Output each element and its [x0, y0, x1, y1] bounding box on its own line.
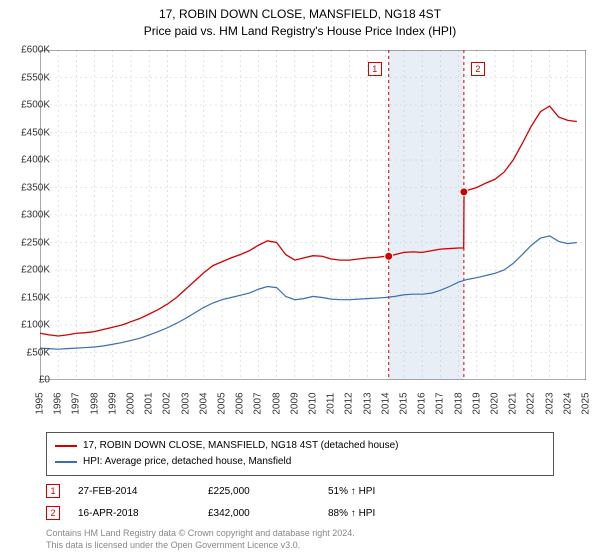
y-tick-label: £250K [21, 237, 50, 248]
x-tick-label: 1998 [89, 392, 100, 414]
sale-date-1: 27-FEB-2014 [78, 486, 208, 497]
legend-box: 17, ROBIN DOWN CLOSE, MANSFIELD, NG18 4S… [46, 432, 554, 476]
legend-swatch-property [55, 445, 77, 447]
x-tick-label: 2014 [380, 392, 391, 414]
x-tick-label: 2004 [198, 392, 209, 414]
footer-line-2: This data is licensed under the Open Gov… [46, 540, 355, 552]
x-tick-label: 2017 [435, 392, 446, 414]
x-tick-label: 2003 [180, 392, 191, 414]
x-tick-label: 2023 [544, 392, 555, 414]
x-tick-label: 2000 [126, 392, 137, 414]
x-tick-label: 2002 [162, 392, 173, 414]
y-tick-label: £50K [27, 347, 50, 358]
x-tick-label: 2008 [271, 392, 282, 414]
chart-plot-area: 12 [40, 50, 586, 380]
sale-row-1: 1 27-FEB-2014 £225,000 51% ↑ HPI [46, 480, 448, 502]
sales-table: 1 27-FEB-2014 £225,000 51% ↑ HPI 2 16-AP… [46, 480, 448, 524]
sale-marker-1: 1 [46, 484, 60, 498]
x-tick-label: 1999 [107, 392, 118, 414]
x-tick-label: 2007 [253, 392, 264, 414]
sale-price-1: £225,000 [208, 486, 328, 497]
footer-attribution: Contains HM Land Registry data © Crown c… [46, 528, 355, 551]
x-tick-label: 2006 [235, 392, 246, 414]
sale-pct-2: 88% ↑ HPI [328, 508, 448, 519]
x-tick-label: 2024 [562, 392, 573, 414]
sale-marker-2: 2 [46, 506, 60, 520]
x-tick-label: 2018 [453, 392, 464, 414]
legend-label-hpi: HPI: Average price, detached house, Mans… [83, 454, 291, 470]
x-tick-label: 2015 [399, 392, 410, 414]
y-tick-label: £450K [21, 127, 50, 138]
sale-pct-1: 51% ↑ HPI [328, 486, 448, 497]
chart-container: 17, ROBIN DOWN CLOSE, MANSFIELD, NG18 4S… [0, 0, 600, 560]
title-block: 17, ROBIN DOWN CLOSE, MANSFIELD, NG18 4S… [0, 0, 600, 40]
title-line-2: Price paid vs. HM Land Registry's House … [0, 23, 600, 40]
x-tick-label: 2001 [144, 392, 155, 414]
legend-row-hpi: HPI: Average price, detached house, Mans… [55, 454, 545, 470]
footer-line-1: Contains HM Land Registry data © Crown c… [46, 528, 355, 540]
x-tick-label: 1997 [71, 392, 82, 414]
x-tick-label: 2022 [526, 392, 537, 414]
y-tick-label: £200K [21, 265, 50, 276]
x-tick-label: 2019 [471, 392, 482, 414]
x-tick-label: 2020 [490, 392, 501, 414]
sale-date-2: 16-APR-2018 [78, 508, 208, 519]
x-tick-label: 2010 [308, 392, 319, 414]
chart-sale-marker-1: 1 [368, 62, 382, 76]
x-tick-label: 2021 [508, 392, 519, 414]
y-tick-label: £500K [21, 100, 50, 111]
sale-marker-1-num: 1 [50, 486, 55, 496]
y-tick-label: £400K [21, 155, 50, 166]
x-tick-label: 2016 [417, 392, 428, 414]
legend-swatch-hpi [55, 461, 77, 463]
sale-price-2: £342,000 [208, 508, 328, 519]
x-tick-label: 2013 [362, 392, 373, 414]
x-tick-label: 1996 [53, 392, 64, 414]
x-tick-label: 2005 [217, 392, 228, 414]
sale-row-2: 2 16-APR-2018 £342,000 88% ↑ HPI [46, 502, 448, 524]
title-line-1: 17, ROBIN DOWN CLOSE, MANSFIELD, NG18 4S… [0, 6, 600, 23]
y-tick-label: £550K [21, 72, 50, 83]
y-tick-label: £600K [21, 45, 50, 56]
y-tick-label: £0 [39, 375, 50, 386]
y-tick-label: £100K [21, 320, 50, 331]
x-tick-label: 2009 [289, 392, 300, 414]
legend-label-property: 17, ROBIN DOWN CLOSE, MANSFIELD, NG18 4S… [83, 438, 398, 454]
legend-row-property: 17, ROBIN DOWN CLOSE, MANSFIELD, NG18 4S… [55, 438, 545, 454]
chart-svg [40, 50, 586, 380]
x-tick-label: 2012 [344, 392, 355, 414]
x-tick-label: 2011 [326, 393, 337, 415]
y-tick-label: £350K [21, 182, 50, 193]
y-tick-label: £300K [21, 210, 50, 221]
sale-marker-2-num: 2 [50, 508, 55, 518]
x-tick-label: 1995 [35, 392, 46, 414]
x-tick-label: 2025 [581, 392, 592, 414]
chart-sale-marker-2: 2 [471, 62, 485, 76]
y-tick-label: £150K [21, 292, 50, 303]
